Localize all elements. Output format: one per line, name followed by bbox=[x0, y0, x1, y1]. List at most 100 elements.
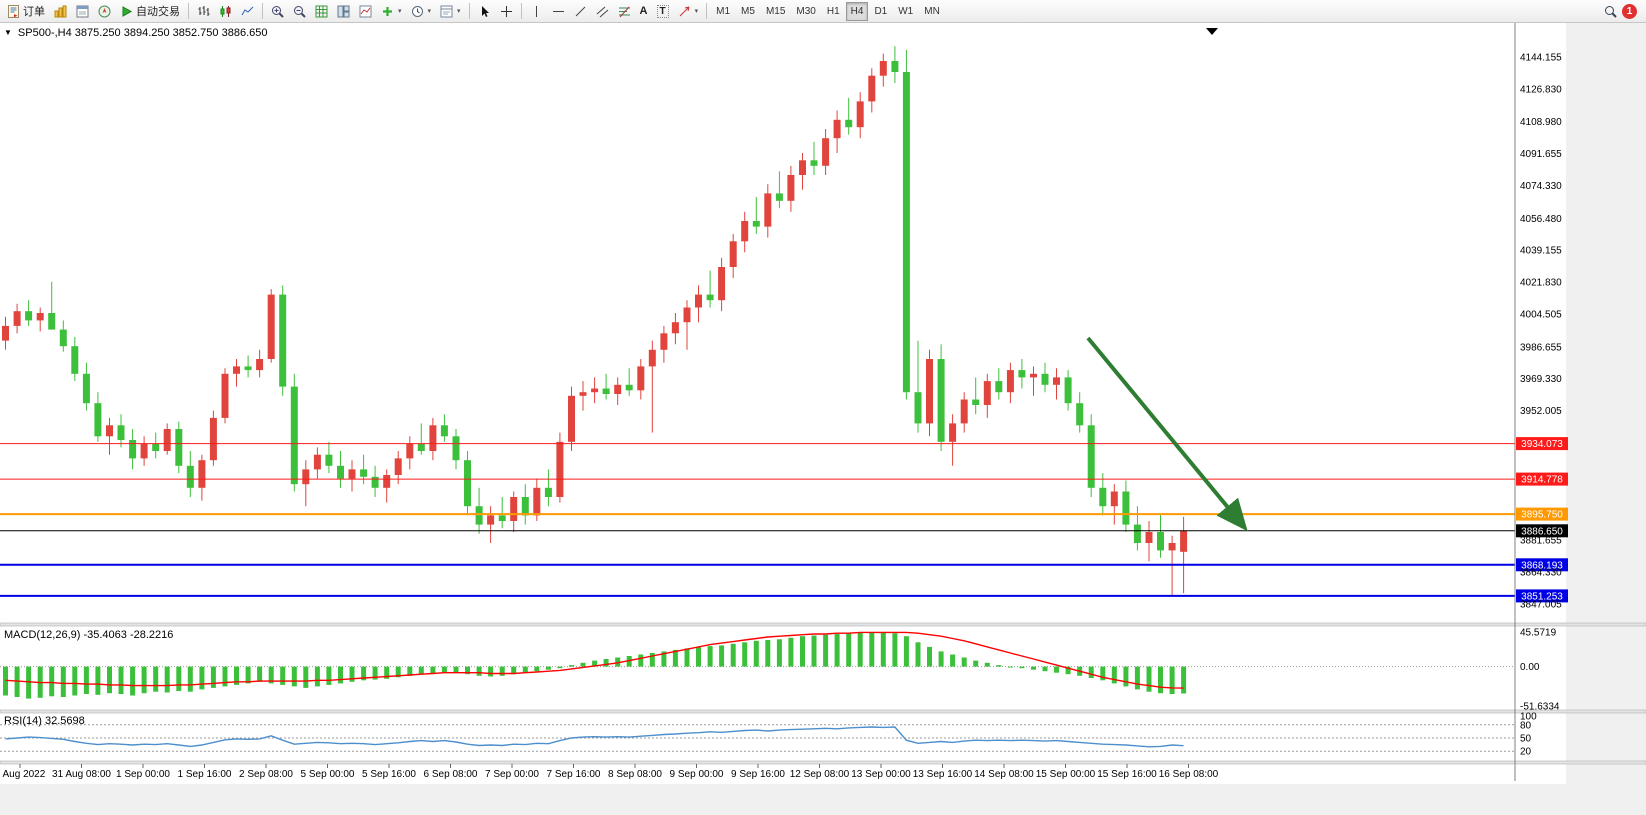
timeframe-M1[interactable]: M1 bbox=[711, 2, 735, 21]
timeframe-M30[interactable]: M30 bbox=[791, 2, 820, 21]
cursor-button[interactable] bbox=[474, 2, 495, 21]
timeframe-M15[interactable]: M15 bbox=[761, 2, 790, 21]
main-toolbar: 订单 自动交易 ▾ ▾ bbox=[0, 0, 1646, 23]
ohlc-bars-icon bbox=[198, 5, 210, 16]
text-tool-button[interactable]: A bbox=[636, 2, 652, 21]
search-button[interactable] bbox=[1600, 2, 1621, 21]
splitter-rsi-axis[interactable] bbox=[0, 760, 1646, 765]
cursor-icon bbox=[481, 5, 489, 17]
template-button[interactable]: ▾ bbox=[436, 2, 465, 21]
grid-button[interactable] bbox=[311, 2, 332, 21]
crosshair-button[interactable] bbox=[496, 2, 517, 21]
timeframe-H4[interactable]: H4 bbox=[845, 1, 869, 21]
svg-text:20: 20 bbox=[1520, 747, 1532, 758]
svg-text:14 Sep 08:00: 14 Sep 08:00 bbox=[974, 769, 1034, 780]
period-clock-icon bbox=[411, 5, 423, 17]
time-axis[interactable]: 0 Aug 2022 31 Aug 08:00 1 Sep 00:00 1 Sep 1… bbox=[0, 764, 1219, 780]
svg-text:31 Aug 08:00: 31 Aug 08:00 bbox=[52, 769, 111, 780]
toolbar-separator bbox=[188, 3, 189, 19]
svg-text:3969.330: 3969.330 bbox=[1520, 374, 1562, 385]
svg-text:2 Sep 08:00: 2 Sep 08:00 bbox=[239, 769, 293, 780]
trendline-icon bbox=[575, 6, 585, 16]
indicators-button[interactable] bbox=[355, 2, 376, 21]
splitter-main-macd[interactable] bbox=[0, 622, 1646, 627]
auto-trading-button[interactable]: 自动交易 bbox=[116, 2, 184, 21]
svg-text:3881.655: 3881.655 bbox=[1520, 536, 1562, 547]
data-window-icon bbox=[76, 5, 89, 17]
period-button[interactable]: ▾ bbox=[407, 2, 436, 21]
svg-text:4144.155: 4144.155 bbox=[1520, 53, 1562, 64]
macd-histogram bbox=[3, 632, 1187, 699]
svg-text:7 Sep 16:00: 7 Sep 16:00 bbox=[547, 769, 601, 780]
svg-text:4126.830: 4126.830 bbox=[1520, 84, 1562, 95]
bottom-strip bbox=[0, 784, 1646, 815]
svg-text:16 Sep 08:00: 16 Sep 08:00 bbox=[1159, 769, 1219, 780]
channel-button[interactable] bbox=[592, 2, 613, 21]
chart-canvas[interactable]: 3934.073 3914.778 3895.750 3886.650 3868.193… bbox=[0, 22, 1646, 815]
macd-indicator-label: MACD(12,26,9) -35.4063 -28.2216 bbox=[4, 629, 174, 641]
notification-badge[interactable]: 1 bbox=[1622, 3, 1637, 19]
dropdown-caret-icon: ▾ bbox=[694, 8, 699, 15]
svg-text:3868.193: 3868.193 bbox=[1521, 560, 1563, 571]
line-chart-icon bbox=[241, 6, 254, 15]
fibonacci-button[interactable] bbox=[614, 2, 635, 21]
chart-title: ▼ SP500-,H4 3875.250 3894.250 3852.750 3… bbox=[4, 27, 267, 39]
horizontal-line-button[interactable] bbox=[548, 2, 569, 21]
svg-text:3895.750: 3895.750 bbox=[1521, 510, 1563, 521]
chart-menu-icon[interactable]: ▼ bbox=[4, 28, 12, 37]
svg-text:7 Sep 00:00: 7 Sep 00:00 bbox=[485, 769, 539, 780]
new-chart-plus-icon bbox=[383, 6, 392, 16]
label-tool-button[interactable]: T bbox=[653, 2, 673, 21]
svg-text:1 Sep 00:00: 1 Sep 00:00 bbox=[116, 769, 170, 780]
splitter-macd-rsi[interactable] bbox=[0, 709, 1646, 714]
zoom-in-button[interactable] bbox=[267, 2, 288, 21]
rsi-indicator-label: RSI(14) 32.5698 bbox=[4, 715, 85, 727]
trend-arrow[interactable] bbox=[1086, 336, 1248, 532]
svg-text:9 Sep 16:00: 9 Sep 16:00 bbox=[731, 769, 785, 780]
chart-candles-button[interactable] bbox=[215, 2, 236, 21]
dropdown-caret-icon: ▾ bbox=[427, 8, 432, 15]
svg-text:100: 100 bbox=[1520, 712, 1537, 723]
shapes-button[interactable]: ▾ bbox=[674, 2, 703, 21]
timeframe-D1[interactable]: D1 bbox=[869, 2, 892, 21]
chart-shift-marker[interactable] bbox=[1206, 28, 1218, 35]
candlestick-series bbox=[2, 46, 1188, 597]
tile-windows-button[interactable] bbox=[333, 2, 354, 21]
timeframe-MN[interactable]: MN bbox=[919, 2, 945, 21]
svg-text:4004.505: 4004.505 bbox=[1520, 310, 1562, 321]
timeframe-group: M1 M5 M15 M30 H1 H4 D1 W1 MN bbox=[711, 1, 945, 21]
svg-text:3847.005: 3847.005 bbox=[1520, 599, 1562, 610]
chart-bars-button[interactable] bbox=[193, 2, 214, 21]
svg-text:5 Sep 16:00: 5 Sep 16:00 bbox=[362, 769, 416, 780]
trendline-button[interactable] bbox=[570, 2, 591, 21]
pivot-line-price-label: 3895.750 bbox=[1516, 507, 1568, 521]
price-axis[interactable]: 4144.155 4126.830 4108.980 4091.655 4074.330… bbox=[1520, 53, 1562, 611]
market-watch-button[interactable] bbox=[50, 2, 71, 21]
macd-axis[interactable]: 45.5719 0.00 -51.6334 bbox=[1520, 628, 1560, 713]
timeframe-H1[interactable]: H1 bbox=[822, 2, 845, 21]
channel-icon bbox=[596, 6, 608, 17]
chart-region[interactable]: 3934.073 3914.778 3895.750 3886.650 3868.193… bbox=[0, 22, 1646, 815]
svg-text:6 Sep 08:00: 6 Sep 08:00 bbox=[424, 769, 478, 780]
rsi-line bbox=[5, 726, 1184, 748]
timeframe-W1[interactable]: W1 bbox=[893, 2, 918, 21]
svg-text:4074.330: 4074.330 bbox=[1520, 181, 1562, 192]
timeframe-M5[interactable]: M5 bbox=[736, 2, 760, 21]
vertical-line-button[interactable] bbox=[526, 2, 547, 21]
new-chart-button[interactable]: ▾ bbox=[377, 2, 406, 21]
data-window-button[interactable] bbox=[72, 2, 93, 21]
svg-text:4056.480: 4056.480 bbox=[1520, 214, 1562, 225]
support-line-2-price-label: 3851.253 bbox=[1516, 589, 1568, 603]
search-icon bbox=[1605, 5, 1617, 18]
svg-text:3934.073: 3934.073 bbox=[1521, 439, 1563, 450]
new-order-button[interactable]: 订单 bbox=[3, 2, 49, 21]
chart-line-button[interactable] bbox=[237, 2, 258, 21]
svg-text:0.00: 0.00 bbox=[1520, 662, 1540, 673]
zoom-out-button[interactable] bbox=[289, 2, 310, 21]
resistance-line-1-price-label: 3934.073 bbox=[1516, 437, 1568, 451]
grid-icon bbox=[315, 5, 328, 17]
crosshair-icon bbox=[500, 5, 512, 17]
indicators-icon bbox=[359, 5, 372, 17]
navigator-button[interactable] bbox=[94, 2, 115, 21]
